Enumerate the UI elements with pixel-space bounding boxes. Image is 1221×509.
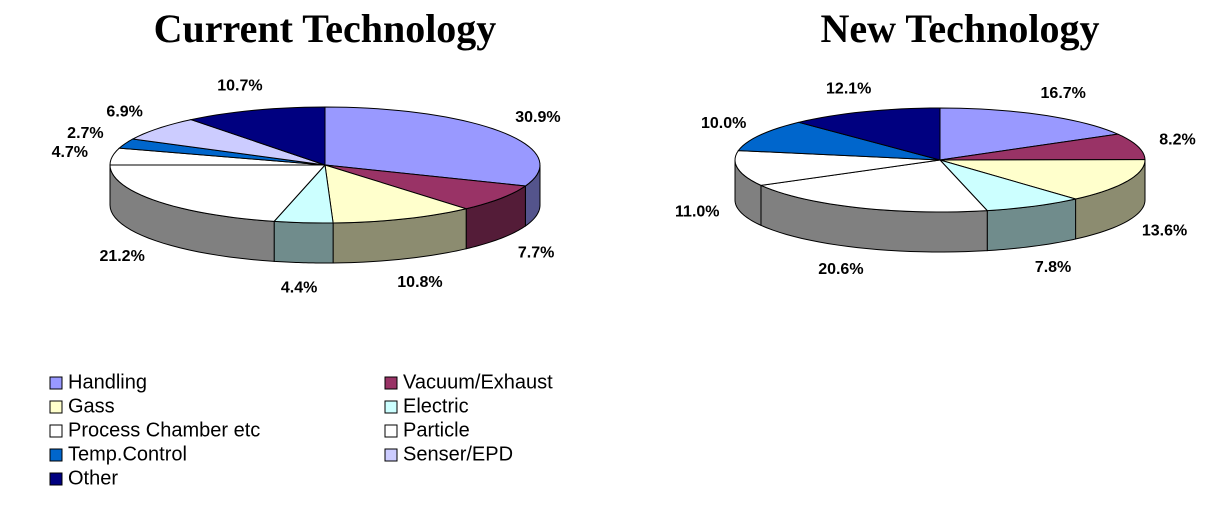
pie-slice: [737, 121, 941, 161]
pie-slice: [324, 106, 541, 187]
data-label: 7.8%: [1035, 259, 1071, 276]
pie-slice: [938, 159, 1076, 212]
legend-label: Process Chamber etc: [68, 419, 260, 441]
pie-slice: [131, 119, 326, 166]
legend-label: Handling: [68, 371, 147, 393]
pie-slice: [273, 163, 334, 224]
legend-label: Electric: [403, 395, 469, 417]
legend-label: Other: [68, 467, 118, 489]
legend-label: Gass: [68, 395, 115, 417]
data-label: 2.7%: [67, 125, 103, 142]
pie-slice: [759, 159, 989, 213]
pie-slice: [324, 164, 527, 210]
pie-slice: [324, 164, 469, 224]
data-label: 10.0%: [701, 115, 746, 132]
data-label: 21.2%: [99, 248, 144, 265]
data-label: 7.7%: [518, 244, 554, 261]
pie-slice: [939, 133, 1146, 161]
data-label: 16.7%: [1041, 85, 1086, 102]
data-label: 8.2%: [1159, 131, 1195, 148]
data-label: 10.8%: [397, 274, 442, 291]
pie-slice: [734, 150, 941, 186]
legend-label: Temp.Control: [68, 443, 187, 465]
legend-swatch: [49, 424, 63, 438]
legend-swatch: [384, 448, 398, 462]
chart-title: Current Technology: [154, 6, 497, 51]
legend-swatch: [49, 472, 63, 486]
legend-swatch: [49, 400, 63, 414]
legend-swatch: [49, 448, 63, 462]
data-label: 12.1%: [826, 80, 871, 97]
data-label: 4.7%: [52, 144, 88, 161]
legend-swatch: [384, 376, 398, 390]
data-label: 4.4%: [281, 279, 317, 296]
data-label: 10.7%: [217, 77, 262, 94]
legend-label: Senser/EPD: [403, 443, 513, 465]
data-label: 20.6%: [818, 261, 863, 278]
chart-title: New Technology: [821, 6, 1100, 51]
pie-slice: [109, 164, 327, 222]
pie-slice: [798, 107, 941, 161]
legend-label: Particle: [403, 419, 470, 441]
data-label: 6.9%: [106, 104, 142, 121]
legend-swatch: [384, 400, 398, 414]
pie-slice: [189, 106, 326, 166]
legend-label: Vacuum/Exhaust: [403, 371, 553, 393]
pie-side: [273, 220, 334, 264]
data-label: 11.0%: [675, 204, 719, 221]
data-label: 30.9%: [515, 109, 560, 126]
pie-slice: [939, 107, 1120, 161]
legend-swatch: [384, 424, 398, 438]
data-label: 13.6%: [1142, 222, 1187, 239]
legend-swatch: [49, 376, 63, 390]
pie-slice: [939, 159, 1146, 200]
